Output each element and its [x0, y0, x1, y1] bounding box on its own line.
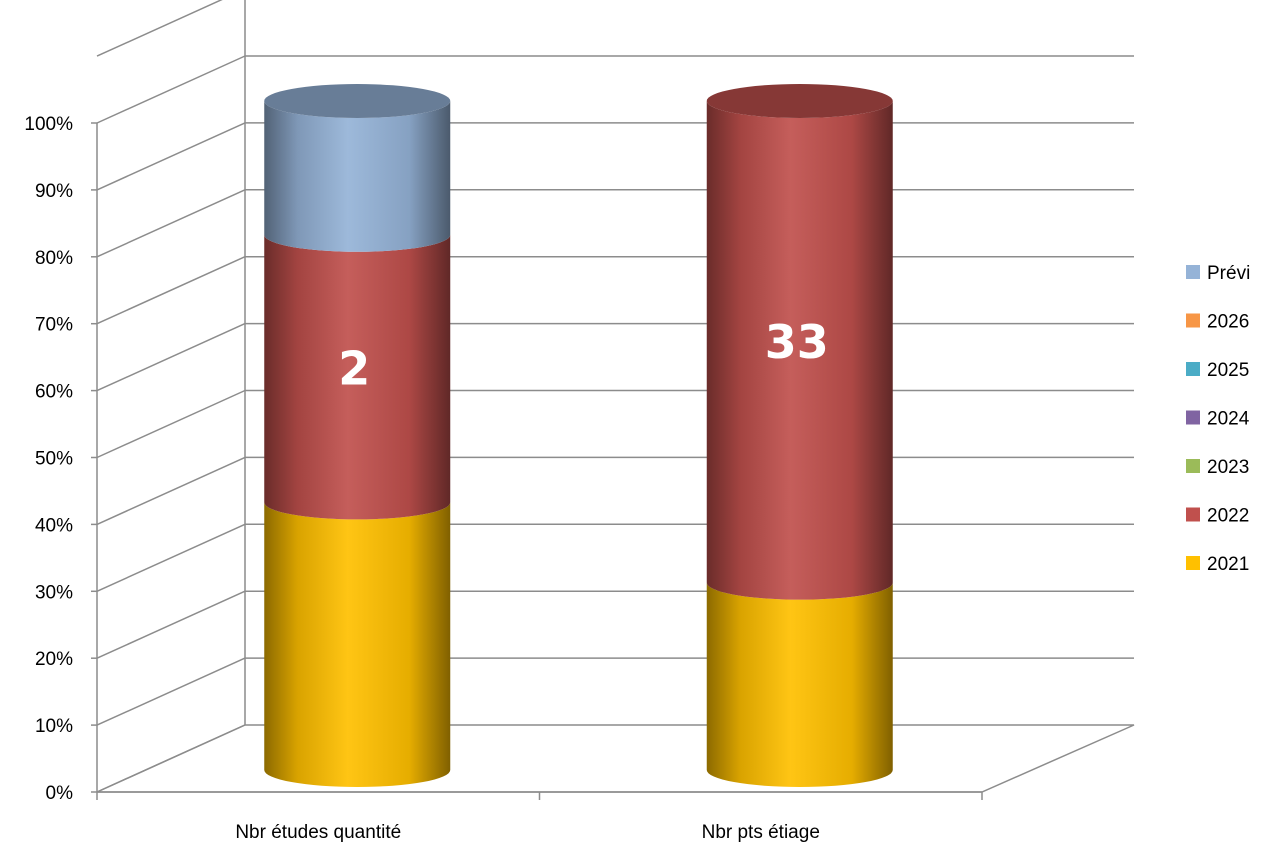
- y-tick-label: 70%: [35, 315, 73, 336]
- bar-segment-2022: [264, 234, 451, 520]
- y-tick-label: 50%: [35, 449, 73, 470]
- bar-top-cap: [706, 84, 893, 118]
- legend-swatch: [1186, 313, 1200, 328]
- legend-label: 2022: [1207, 506, 1249, 527]
- legend-swatch: [1186, 410, 1200, 425]
- data-label: 33: [765, 315, 829, 369]
- gridline-side: [96, 657, 246, 726]
- data-label: 2: [338, 342, 370, 396]
- y-axis-tick-labels: 0% 10% 20% 30% 40% 50% 60% 70% 80% 90% 100%: [24, 114, 73, 804]
- y-tick-label: 80%: [35, 248, 73, 269]
- legend-swatch: [1186, 556, 1200, 570]
- gridline-side: [96, 189, 246, 258]
- bar-segment-prévi: [264, 101, 451, 252]
- y-tick-label: 30%: [35, 582, 73, 603]
- bar-segment-2021: [264, 502, 451, 787]
- legend-label: 2025: [1207, 360, 1249, 381]
- bar-segment-2021: [706, 582, 893, 787]
- data-labels: 2 33: [338, 315, 829, 396]
- y-tick-label: 100%: [24, 114, 73, 135]
- gridline-side: [96, 523, 246, 592]
- axes: [91, 122, 983, 800]
- gridline-side: [96, 256, 246, 325]
- legend-swatch: [1186, 362, 1200, 376]
- legend-swatch: [1186, 459, 1200, 473]
- wall-top-side: [96, 0, 223, 57]
- y-tick-label: 10%: [35, 716, 73, 737]
- legend-label: 2026: [1207, 312, 1249, 333]
- gridline-side: [96, 55, 246, 124]
- y-tick-label: 0%: [46, 783, 74, 804]
- y-tick-label: 90%: [35, 181, 73, 202]
- y-tick-label: 20%: [35, 649, 73, 670]
- legend-label: 2024: [1207, 409, 1250, 430]
- bars: [264, 84, 893, 787]
- x-category-label: Nbr pts étiage: [702, 822, 820, 843]
- legend-label: 2021: [1207, 554, 1249, 575]
- legend: Prévi 2026 2025 2024 2023 2022 2021: [1186, 263, 1250, 575]
- gridline-side: [96, 389, 246, 459]
- bar-top-cap: [264, 84, 451, 118]
- gridline-side: [96, 322, 246, 392]
- x-axis-category-labels: Nbr études quantité Nbr pts étiage: [235, 822, 820, 843]
- bar-segment-2022: [706, 101, 893, 600]
- legend-label: 2023: [1207, 457, 1249, 478]
- gridline-side: [96, 122, 246, 191]
- legend-swatch: [1186, 265, 1200, 279]
- y-tick-label: 60%: [35, 382, 73, 403]
- gridline-side: [96, 456, 246, 526]
- y-tick-label: 40%: [35, 515, 73, 536]
- gridlines: [96, 0, 1135, 793]
- floor: [96, 724, 1135, 793]
- gridline-side: [96, 590, 246, 659]
- legend-label: Prévi: [1207, 263, 1250, 284]
- x-category-label: Nbr études quantité: [235, 822, 401, 843]
- legend-swatch: [1186, 507, 1200, 522]
